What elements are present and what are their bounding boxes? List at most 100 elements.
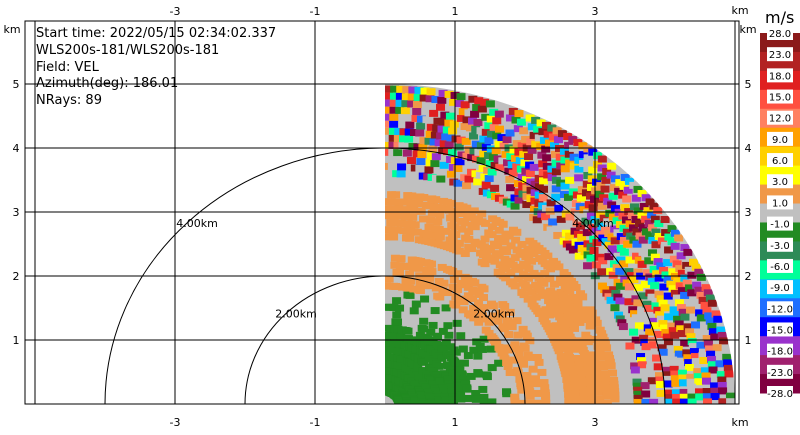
- velocity-cell: [631, 215, 641, 223]
- velocity-cell: [618, 191, 628, 199]
- velocity-cell: [664, 389, 674, 397]
- velocity-cell: [550, 150, 560, 158]
- velocity-cell: [513, 331, 523, 339]
- velocity-cell: [661, 271, 671, 279]
- velocity-cell: [519, 291, 529, 299]
- velocity-cell: [435, 211, 445, 219]
- velocity-cell: [441, 304, 451, 312]
- velocity-cell: [415, 375, 425, 383]
- velocity-cell: [403, 327, 413, 335]
- velocity-cell: [579, 399, 589, 404]
- velocity-cell: [518, 399, 528, 404]
- colorbar-label: -28.0: [767, 389, 793, 400]
- velocity-cell: [438, 327, 448, 335]
- velocity-cell: [415, 129, 425, 137]
- velocity-cell: [651, 228, 661, 236]
- velocity-cell: [513, 369, 523, 377]
- velocity-cell: [454, 99, 464, 107]
- velocity-cell: [700, 302, 710, 310]
- velocity-cell: [426, 123, 436, 131]
- velocity-cell: [439, 140, 449, 148]
- velocity-cell: [597, 164, 607, 172]
- velocity-cell: [597, 222, 607, 230]
- field-label: Field: VEL: [36, 60, 99, 75]
- velocity-cell: [645, 273, 655, 281]
- velocity-cell: [606, 171, 616, 179]
- velocity-cells: [385, 85, 735, 404]
- velocity-cell: [457, 151, 467, 159]
- velocity-cell: [605, 358, 615, 366]
- velocity-cell: [455, 210, 465, 218]
- velocity-cell: [410, 400, 420, 404]
- velocity-cell: [674, 299, 684, 307]
- velocity-cell: [703, 289, 713, 297]
- velocity-cell: [625, 177, 635, 185]
- colorbar-label: 6.0: [772, 156, 788, 167]
- velocity-cell: [538, 160, 548, 168]
- range-ring-label: 4.00km: [176, 217, 218, 230]
- velocity-cell: [636, 357, 646, 365]
- velocity-cell: [606, 362, 616, 370]
- velocity-cell: [643, 207, 653, 215]
- velocity-cell: [664, 313, 674, 321]
- velocity-cell: [640, 280, 650, 288]
- velocity-cell: [427, 152, 437, 160]
- velocity-cell: [581, 356, 591, 364]
- velocity-cell: [487, 130, 497, 138]
- velocity-cell: [431, 196, 441, 204]
- velocity-cell: [614, 311, 624, 319]
- velocity-cell: [441, 133, 451, 141]
- velocity-cell: [700, 367, 710, 375]
- velocity-cell: [389, 120, 399, 128]
- velocity-cell: [507, 161, 517, 169]
- velocity-cell: [403, 263, 413, 271]
- velocity-cell: [441, 339, 451, 347]
- velocity-cell: [690, 353, 700, 361]
- velocity-cell: [607, 245, 617, 253]
- velocity-cell: [658, 299, 668, 307]
- velocity-cell: [619, 248, 629, 256]
- velocity-cell: [647, 293, 657, 301]
- velocity-cell: [461, 137, 471, 145]
- velocity-cell: [451, 375, 461, 383]
- velocity-cell: [426, 88, 436, 96]
- velocity-cell: [629, 236, 639, 244]
- velocity-cell: [527, 123, 537, 131]
- velocity-cell: [395, 269, 405, 277]
- velocity-cell: [465, 124, 475, 132]
- velocity-cell: [414, 86, 424, 94]
- velocity-cell: [693, 368, 703, 376]
- velocity-cell: [484, 174, 494, 182]
- velocity-cell: [713, 315, 723, 323]
- velocity-cell: [541, 145, 551, 153]
- velocity-cell: [498, 157, 508, 165]
- velocity-cell: [448, 400, 458, 404]
- velocity-cell: [680, 339, 690, 347]
- velocity-cell: [494, 125, 504, 133]
- velocity-cell: [510, 254, 520, 262]
- velocity-cell: [679, 393, 689, 401]
- velocity-cell: [597, 282, 607, 290]
- velocity-cell: [484, 151, 494, 159]
- velocity-cell: [411, 345, 421, 353]
- velocity-cell: [613, 279, 623, 287]
- velocity-cell: [609, 384, 619, 392]
- velocity-cell: [422, 116, 432, 124]
- velocity-cell: [541, 399, 551, 404]
- velocity-cell: [605, 209, 615, 217]
- velocity-cell: [651, 302, 661, 310]
- velocity-cell: [602, 388, 612, 396]
- velocity-cell: [488, 153, 498, 161]
- velocity-cell: [664, 233, 674, 241]
- velocity-cell: [620, 275, 630, 283]
- x-tick-label-top: -1: [310, 5, 321, 18]
- velocity-cell: [620, 204, 630, 212]
- velocity-cell: [600, 185, 610, 193]
- velocity-cell: [524, 274, 534, 282]
- velocity-cell: [497, 311, 507, 319]
- velocity-cell: [647, 211, 657, 219]
- velocity-cell: [537, 368, 547, 376]
- velocity-cell: [684, 359, 694, 367]
- velocity-cell: [431, 284, 441, 292]
- velocity-cell: [385, 275, 394, 283]
